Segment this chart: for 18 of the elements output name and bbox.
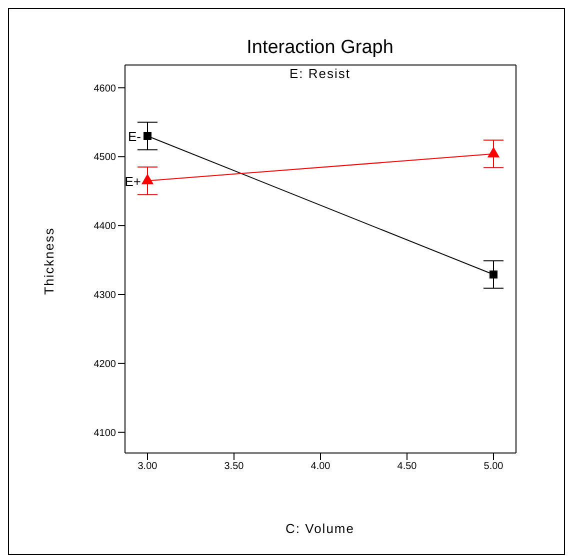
chart-subtitle: E: Resist (289, 66, 351, 81)
series-label: E- (128, 128, 141, 144)
x-axis-title: C: Volume (286, 521, 354, 536)
x-tick-label: 3.00 (138, 461, 158, 472)
point (490, 270, 498, 279)
chart-title: Interaction Graph (246, 37, 394, 59)
y-tick-label: 4300 (94, 290, 116, 302)
x-tick-label: 3.50 (224, 461, 244, 472)
series-label: E+ (124, 174, 141, 189)
y-tick-label: 4400 (94, 221, 116, 232)
y-tick-label: 4200 (94, 358, 116, 370)
y-tick-label: 4600 (94, 83, 116, 94)
x-tick-label: 4.50 (397, 461, 418, 472)
x-tick-label: 4.00 (310, 461, 331, 472)
y-tick-label: 4100 (94, 428, 116, 439)
y-tick-label: 4500 (94, 152, 116, 164)
y-axis-title: Thickness (42, 227, 56, 295)
x-tick-label: 5.00 (484, 461, 504, 472)
